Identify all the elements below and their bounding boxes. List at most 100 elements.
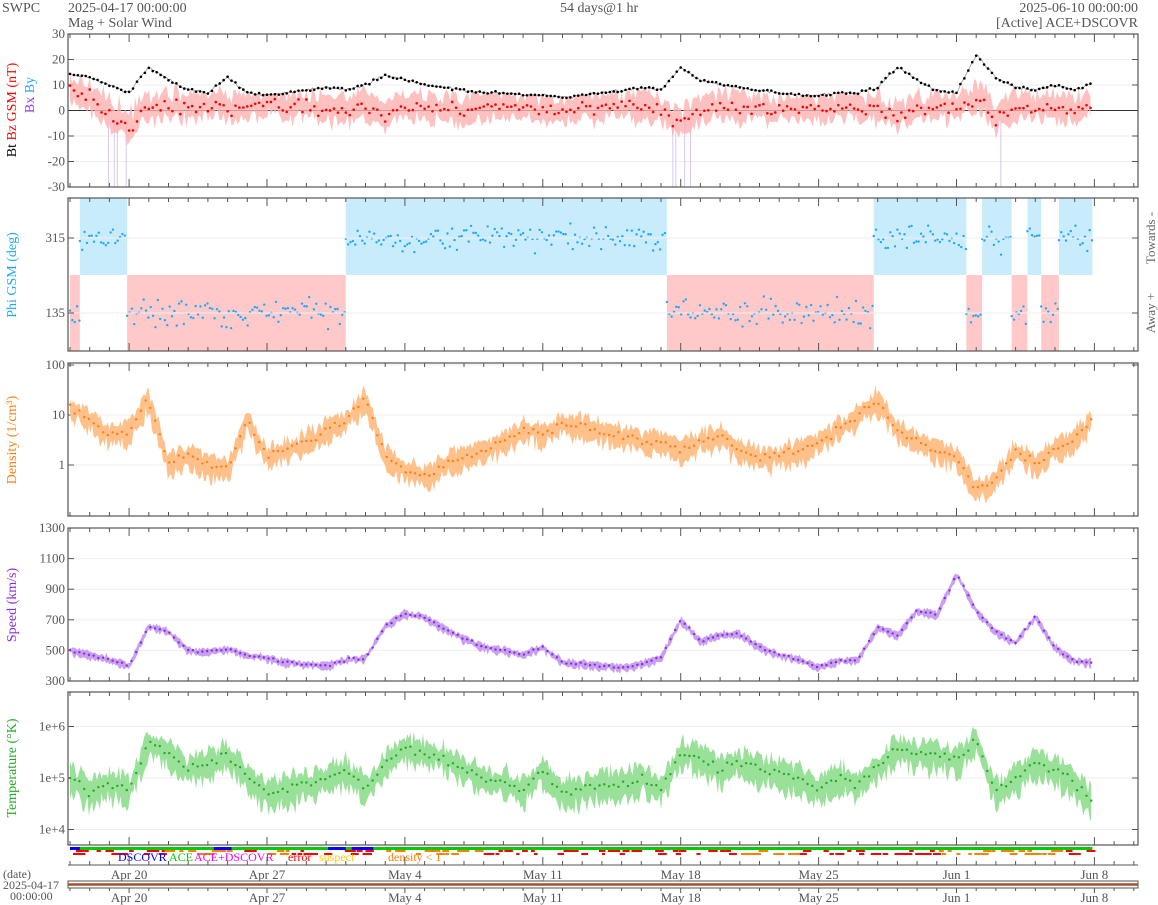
phi-point bbox=[943, 232, 946, 235]
speed-point bbox=[248, 654, 251, 658]
bz-point bbox=[206, 109, 210, 113]
temperature-point bbox=[333, 773, 336, 776]
temperature-point bbox=[484, 780, 488, 783]
status-flag bbox=[442, 850, 450, 852]
speed-point bbox=[867, 639, 871, 643]
density-point bbox=[1075, 433, 1079, 436]
phi-point bbox=[448, 245, 452, 248]
phi-point bbox=[420, 242, 423, 245]
speed-point bbox=[863, 647, 866, 650]
density-point bbox=[87, 417, 91, 421]
status-flag bbox=[454, 853, 459, 855]
phi-point bbox=[424, 240, 428, 243]
temperature-point bbox=[1056, 768, 1060, 771]
y-axis-label: Phi GSM (deg) bbox=[5, 232, 20, 318]
speed-point bbox=[413, 614, 417, 618]
density-point bbox=[882, 406, 885, 410]
phi-point bbox=[133, 322, 136, 326]
phi-point bbox=[1056, 307, 1059, 311]
temperature-point bbox=[489, 779, 492, 782]
density-point bbox=[1061, 444, 1065, 448]
temperature-point bbox=[1071, 779, 1074, 782]
bz-point bbox=[663, 108, 667, 111]
density-point bbox=[872, 402, 875, 406]
density-point bbox=[371, 416, 374, 420]
density-point bbox=[116, 432, 119, 436]
bt-point bbox=[194, 90, 198, 93]
speed-point bbox=[286, 660, 289, 663]
phi-point bbox=[284, 307, 287, 310]
bz-point bbox=[935, 106, 939, 109]
temperature-point bbox=[924, 753, 927, 756]
density-point bbox=[196, 457, 199, 461]
phi-point bbox=[484, 239, 487, 242]
bt-point bbox=[537, 93, 541, 97]
status-flag bbox=[463, 850, 470, 852]
phi-point bbox=[805, 305, 808, 309]
status-flag bbox=[740, 853, 749, 855]
temperature-point bbox=[144, 747, 147, 750]
temperature-point bbox=[721, 769, 724, 772]
density-point bbox=[716, 435, 719, 438]
speed-point bbox=[361, 658, 365, 661]
density-point bbox=[149, 406, 152, 410]
phi-point bbox=[694, 317, 697, 320]
temperature-point bbox=[678, 754, 682, 757]
status-flag bbox=[1000, 850, 1009, 852]
speed-point bbox=[848, 659, 852, 662]
status-flag bbox=[876, 853, 882, 855]
bt-point bbox=[328, 87, 332, 90]
bz-point bbox=[159, 109, 162, 112]
phi-point bbox=[90, 234, 93, 237]
phi-point bbox=[310, 316, 313, 319]
bt-point bbox=[1061, 85, 1065, 89]
bt-point bbox=[84, 74, 88, 78]
bt-point bbox=[549, 94, 552, 98]
speed-point bbox=[934, 613, 937, 616]
phi-point bbox=[1047, 310, 1050, 313]
phi-point bbox=[401, 250, 404, 253]
density-point bbox=[579, 422, 582, 425]
bt-point bbox=[896, 66, 899, 70]
bt-point bbox=[671, 75, 675, 79]
phi-point bbox=[559, 231, 563, 234]
bz-point bbox=[939, 104, 943, 107]
speed-range-band bbox=[70, 573, 1092, 674]
temperature-point bbox=[253, 781, 256, 784]
bt-point bbox=[703, 78, 706, 82]
phi-point bbox=[408, 241, 411, 245]
speed-point bbox=[82, 652, 86, 655]
bz-point bbox=[222, 103, 225, 107]
bz-point bbox=[624, 104, 627, 108]
speed-point bbox=[229, 648, 232, 651]
status-bar-dscovr bbox=[70, 847, 80, 850]
density-point bbox=[744, 451, 748, 454]
speed-point bbox=[787, 654, 790, 658]
temperature-point bbox=[205, 763, 209, 767]
phi-point bbox=[356, 229, 359, 233]
bz-point bbox=[478, 106, 482, 110]
speed-point bbox=[130, 659, 133, 663]
phi-point bbox=[272, 316, 275, 319]
speed-point bbox=[806, 661, 809, 665]
speed-point bbox=[759, 645, 762, 649]
density-point bbox=[300, 440, 303, 443]
bt-y-tick-label: -30 bbox=[48, 179, 65, 194]
phi-point bbox=[670, 315, 673, 318]
bz-point bbox=[986, 111, 990, 114]
status-flag bbox=[430, 850, 437, 852]
status-flag bbox=[291, 853, 297, 855]
phi-point bbox=[78, 319, 81, 322]
temperature-point bbox=[243, 772, 247, 775]
temperature-point bbox=[78, 780, 81, 783]
phi-point bbox=[443, 247, 447, 250]
speed-point bbox=[267, 657, 270, 660]
phi-point bbox=[637, 228, 641, 231]
phi-point bbox=[974, 314, 978, 317]
status-flag bbox=[882, 853, 889, 855]
bz-point bbox=[309, 109, 312, 112]
bt-point bbox=[860, 89, 864, 92]
status-flag bbox=[941, 853, 947, 855]
density-point bbox=[863, 405, 866, 409]
bz-point bbox=[1002, 111, 1006, 114]
